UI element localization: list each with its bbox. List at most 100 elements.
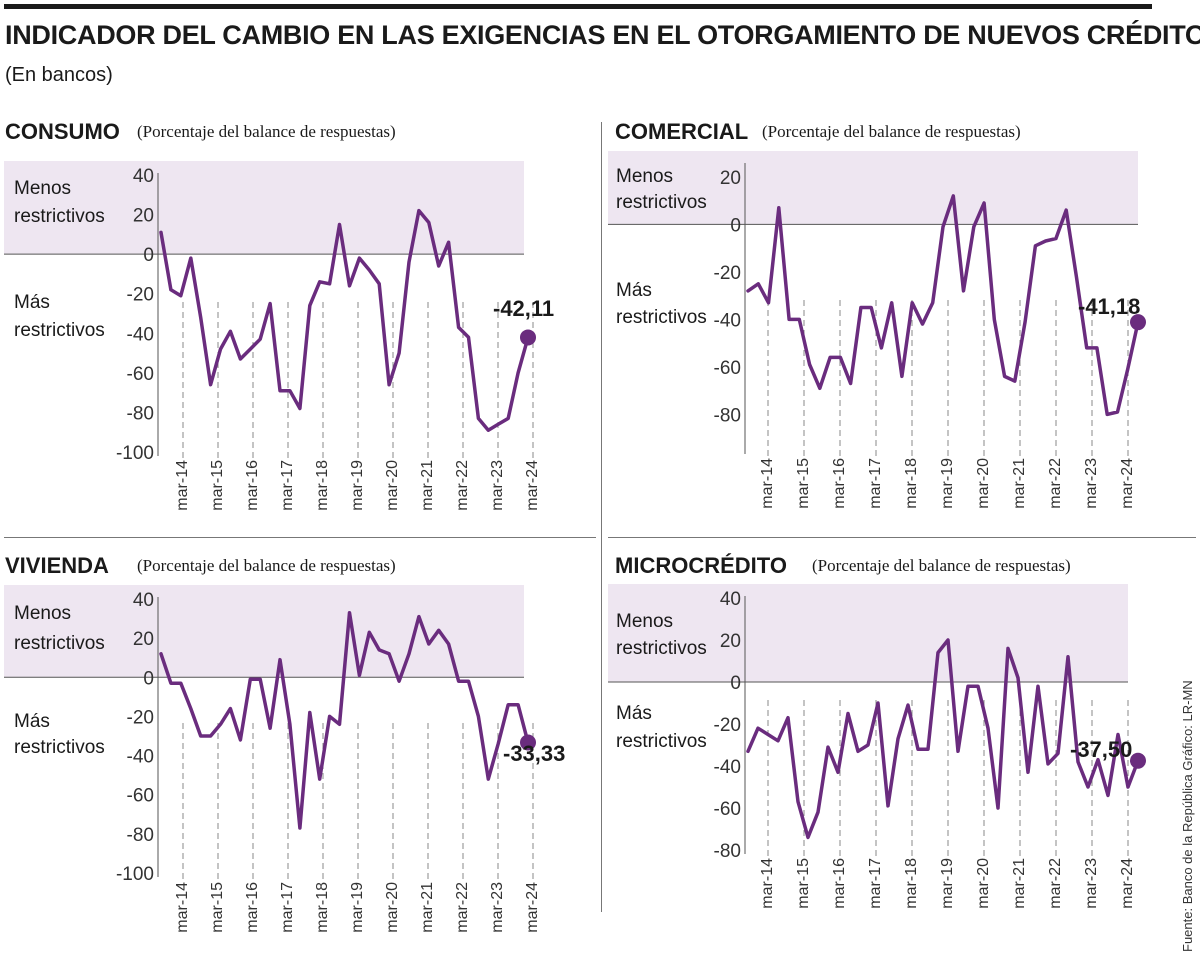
microcrdito-ytick-label: 40 [720, 589, 741, 610]
vivienda-xtick-label: mar-24 [524, 882, 541, 933]
vivienda-ytick-label: -80 [127, 825, 154, 846]
microcrdito-xtick-label: mar-14 [759, 858, 776, 909]
panel-divider-right [608, 537, 1196, 538]
vivienda-ytick-label: 20 [133, 629, 154, 650]
consumo-end-value-label: -42,11 [493, 296, 554, 321]
comercial-xtick-label: mar-17 [867, 458, 884, 509]
consumo-zone-upper-label: restrictivos [14, 206, 105, 227]
consumo-ytick-label: 20 [133, 206, 154, 227]
microcrdito-ytick-label: -40 [714, 757, 741, 778]
microcrdito-xtick-label: mar-20 [975, 858, 992, 909]
microcrdito-xtick-label: mar-19 [939, 858, 956, 909]
comercial-xtick-label: mar-19 [939, 458, 956, 509]
microcrdito-end-value-label: -37,50 [1070, 737, 1132, 762]
microcrdito-xtick-label: mar-15 [795, 858, 812, 909]
comercial-zone-less-restrictive [608, 151, 1138, 225]
vivienda-xtick-label: mar-14 [174, 882, 191, 933]
vivienda-ytick-label: 0 [143, 668, 154, 689]
vivienda-ytick-label: -40 [127, 747, 154, 768]
comercial-xtick-label: mar-16 [831, 458, 848, 509]
microcrdito-zone-upper-label: restrictivos [616, 638, 707, 659]
vivienda-zone-lower-label: Más [14, 711, 50, 732]
comercial-series-line [746, 194, 1140, 417]
vivienda-title: VIVIENDA [5, 553, 109, 578]
vivienda-unit: (Porcentaje del balance de respuestas) [137, 556, 396, 575]
comercial-xtick-label: mar-18 [903, 458, 920, 509]
vivienda-ytick-label: -60 [127, 786, 154, 807]
consumo-xtick-label: mar-16 [244, 460, 261, 511]
comercial-zone-upper-label: Menos [616, 166, 673, 187]
microcrdito-xtick-label: mar-24 [1119, 858, 1136, 909]
vivienda-zone-less-restrictive [4, 585, 524, 678]
comercial-xtick-label: mar-20 [975, 458, 992, 509]
vivienda-xtick-label: mar-22 [454, 882, 471, 933]
microcrdito-xtick-label: mar-22 [1047, 858, 1064, 909]
microcrdito-ytick-label: -80 [714, 841, 741, 862]
consumo-ytick-label: -80 [127, 403, 154, 424]
consumo-zone-upper-label: Menos [14, 178, 71, 199]
consumo-unit: (Porcentaje del balance de respuestas) [137, 122, 396, 141]
consumo-ytick-label: 0 [143, 245, 154, 266]
microcrdito-end-point [1130, 752, 1146, 769]
comercial-xtick-label: mar-15 [795, 458, 812, 509]
microcrdito-ytick-label: 20 [720, 631, 741, 652]
comercial-zone-lower-label: restrictivos [616, 307, 707, 328]
microcrdito-xtick-label: mar-18 [903, 858, 920, 909]
vivienda-zone-upper-label: restrictivos [14, 633, 105, 654]
consumo-ytick-label: -100 [116, 443, 154, 464]
consumo-xtick-label: mar-18 [314, 460, 331, 511]
comercial-ytick-label: 20 [720, 168, 741, 189]
microcrdito-ytick-label: 0 [730, 673, 741, 694]
comercial-title: COMERCIAL [615, 119, 749, 144]
vivienda-xtick-label: mar-23 [489, 882, 506, 933]
comercial-ytick-label: -80 [714, 405, 741, 426]
vivienda-ytick-label: -100 [116, 864, 154, 885]
microcrdito-zone-lower-label: restrictivos [616, 731, 707, 752]
page-subtitle: (En bancos) [5, 64, 113, 86]
comercial-ytick-label: -20 [714, 263, 741, 284]
microcrdito-series-line [746, 638, 1140, 840]
consumo-xtick-label: mar-22 [454, 460, 471, 511]
comercial-xtick-label: mar-22 [1047, 458, 1064, 509]
consumo-xtick-label: mar-17 [279, 460, 296, 511]
comercial-end-point [1130, 314, 1146, 331]
consumo-xtick-label: mar-19 [349, 460, 366, 511]
consumo-xtick-label: mar-20 [384, 460, 401, 511]
comercial-ytick-label: 0 [730, 215, 741, 236]
vivienda-xtick-label: mar-16 [244, 882, 261, 933]
microcredito-title: MICROCRÉDITO [615, 553, 787, 578]
microcrdito-zone-upper-label: Menos [616, 611, 673, 632]
microcrdito-xtick-label: mar-21 [1011, 858, 1028, 909]
vivienda-xtick-label: mar-15 [209, 882, 226, 933]
vivienda-zone-upper-label: Menos [14, 603, 71, 624]
consumo-ytick-label: -20 [127, 285, 154, 306]
comercial-zone-upper-label: restrictivos [616, 192, 707, 213]
microcrdito-zone-lower-label: Más [616, 703, 652, 724]
vivienda-xtick-label: mar-20 [384, 882, 401, 933]
vivienda-ytick-label: -20 [127, 707, 154, 728]
comercial-zone-lower-label: Más [616, 280, 652, 301]
microcrdito-ytick-label: -60 [714, 799, 741, 820]
top-rule [4, 4, 1152, 9]
comercial-xtick-label: mar-24 [1119, 458, 1136, 509]
vivienda-xtick-label: mar-19 [349, 882, 366, 933]
comercial-xtick-label: mar-21 [1011, 458, 1028, 509]
comercial-ytick-label: -60 [714, 358, 741, 379]
vivienda-end-value-label: -33,33 [503, 741, 565, 766]
consumo-xtick-label: mar-21 [419, 460, 436, 511]
comercial-xtick-label: mar-14 [759, 458, 776, 509]
vivienda-ytick-label: 40 [133, 590, 154, 611]
consumo-title: CONSUMO [5, 119, 120, 144]
consumo-series-line [159, 208, 530, 432]
vivienda-xtick-label: mar-18 [314, 882, 331, 933]
page-title: INDICADOR DEL CAMBIO EN LAS EXIGENCIAS E… [5, 20, 1200, 50]
consumo-xtick-label: mar-15 [209, 460, 226, 511]
consumo-zone-lower-label: Más [14, 292, 50, 313]
comercial-xtick-label: mar-23 [1083, 458, 1100, 509]
consumo-zone-lower-label: restrictivos [14, 320, 105, 341]
consumo-xtick-label: mar-24 [524, 460, 541, 511]
vivienda-xtick-label: mar-17 [279, 882, 296, 933]
panel-divider-left [4, 537, 596, 538]
microcrdito-xtick-label: mar-16 [831, 858, 848, 909]
